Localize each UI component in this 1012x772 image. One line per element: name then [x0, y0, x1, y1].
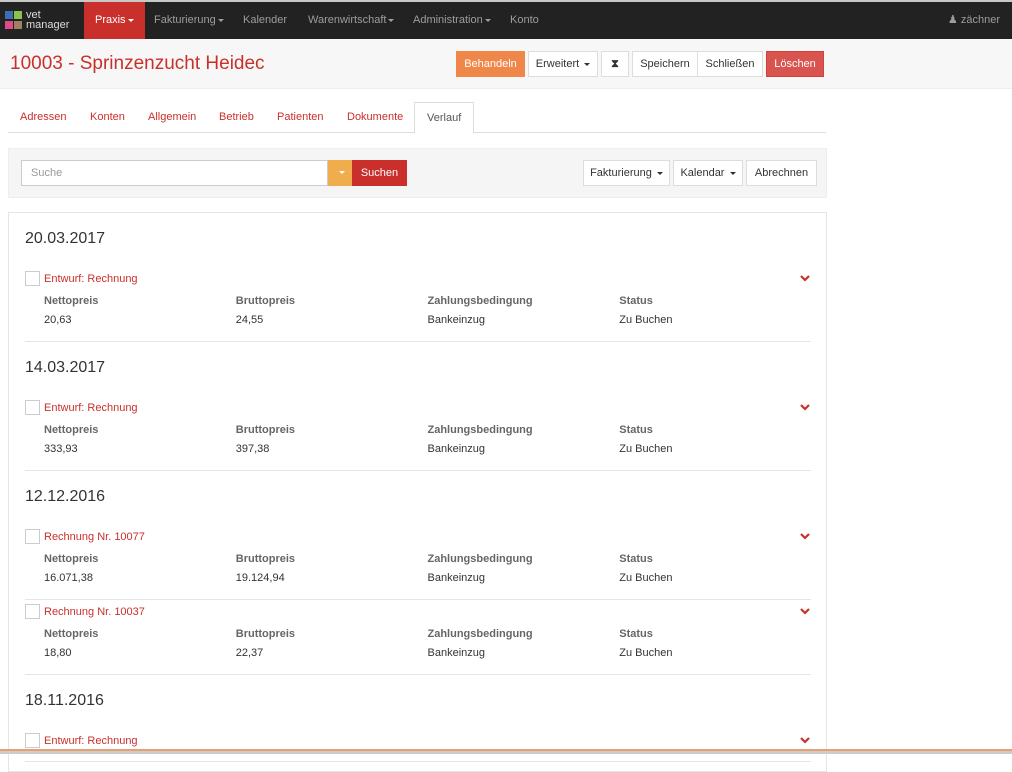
page-title: 10003 - Sprinzenzucht Heidec	[10, 53, 265, 74]
date-group: 14.03.2017 Entwurf: Rechnung Nettopreis 3…	[25, 355, 811, 471]
column-value: Zu Buchen	[619, 572, 673, 584]
column-label: Nettopreis	[44, 628, 99, 640]
top-navbar: vet manager Praxis Fakturierung Kalender War…	[0, 0, 1012, 39]
schliessen-button[interactable]: Schließen	[697, 51, 763, 77]
search-toolbar: Suchen Fakturierung Kalendar Abrechnen	[8, 148, 827, 198]
suchen-button[interactable]: Suchen	[352, 160, 407, 186]
column-value: 20,63	[44, 314, 72, 326]
nav-item-administration[interactable]: Administration	[402, 2, 502, 39]
column-value: 16.071,38	[44, 572, 93, 584]
column-value: 397,38	[235, 443, 270, 455]
tab-adressen[interactable]: Adressen	[20, 111, 67, 123]
date-group: 20.03.2017 Entwurf: Rechnung Nettopreis 2…	[25, 226, 811, 342]
entry-title-link[interactable]: Entwurf: Rechnung	[44, 735, 138, 747]
entry-checkbox[interactable]	[25, 400, 40, 415]
chevron-down-icon[interactable]	[799, 530, 811, 542]
history-entry: Entwurf: Rechnung Nettopreis 20,63 Bruttop…	[25, 267, 811, 342]
caret-down-icon	[484, 18, 491, 22]
history-entry: Rechnung Nr. 10037 Nettopreis 18,80 Brutto…	[25, 600, 811, 675]
entry-title-link[interactable]: Rechnung Nr. 10037	[44, 606, 145, 618]
column-value: 333,93	[44, 443, 78, 455]
entry-title-link[interactable]: Rechnung Nr. 10077	[44, 531, 145, 543]
nav-item-konto[interactable]: Konto	[510, 14, 539, 26]
kalendar-dropdown[interactable]: Kalendar	[673, 160, 743, 186]
column-value: Bankeinzug	[427, 443, 486, 455]
hourglass-icon[interactable]: ⧗	[601, 51, 629, 77]
date-heading: 12.12.2016	[25, 488, 106, 505]
entry-title-link[interactable]: Entwurf: Rechnung	[44, 273, 138, 285]
chevron-down-icon[interactable]	[799, 272, 811, 284]
user-icon: ♟	[947, 14, 958, 26]
tab-allgemein[interactable]: Allgemein	[148, 111, 197, 123]
history-entry: Entwurf: Rechnung Nettopreis 333,93 Brutto…	[25, 396, 811, 471]
column-value: 22,37	[235, 647, 264, 659]
column-value: Bankeinzug	[427, 314, 486, 326]
tab-bar: Adressen Konten Allgemein Betrieb Patienten D…	[8, 102, 826, 134]
column-label: Bruttopreis	[235, 424, 296, 436]
loeschen-button[interactable]: Löschen	[766, 51, 824, 77]
column-value: Bankeinzug	[427, 647, 486, 659]
vetmanager-logo[interactable]: vet manager	[5, 10, 79, 32]
column-label: Zahlungsbedingung	[427, 553, 533, 565]
history-entry: Rechnung Nr. 10077 Nettopreis 16.071,38 Br…	[25, 525, 811, 600]
column-label: Bruttopreis	[235, 553, 296, 565]
column-label: Status	[619, 424, 653, 436]
erweitert-dropdown[interactable]: Erweitert	[528, 51, 598, 77]
column-value: 18,80	[44, 647, 72, 659]
tab-konten[interactable]: Konten	[90, 111, 125, 123]
tab-dokumente[interactable]: Dokumente	[347, 111, 404, 123]
column-value: Zu Buchen	[619, 647, 673, 659]
date-heading: 18.11.2016	[25, 692, 104, 709]
column-label: Nettopreis	[44, 553, 99, 565]
date-heading: 14.03.2017	[25, 359, 106, 376]
caret-down-icon	[388, 18, 395, 22]
column-label: Nettopreis	[44, 295, 99, 307]
column-label: Nettopreis	[44, 424, 99, 436]
column-label: Zahlungsbedingung	[427, 424, 533, 436]
nav-item-praxis[interactable]: Praxis	[84, 2, 145, 39]
column-label: Status	[619, 553, 653, 565]
tab-verlauf[interactable]: Verlauf	[414, 102, 475, 134]
caret-down-icon	[217, 18, 224, 22]
date-heading: 20.03.2017	[25, 230, 106, 247]
chevron-down-icon[interactable]	[799, 734, 811, 746]
search-options-dropdown[interactable]	[328, 160, 353, 186]
date-group: 12.12.2016 Rechnung Nr. 10077 Nettopreis…	[25, 484, 811, 675]
page-header: 10003 - Sprinzenzucht Heidec Behandeln E…	[0, 39, 1012, 89]
tab-patienten[interactable]: Patienten	[277, 111, 324, 123]
entry-checkbox[interactable]	[25, 271, 40, 286]
column-label: Status	[619, 295, 653, 307]
speichern-button[interactable]: Speichern	[632, 51, 698, 77]
column-value: Bankeinzug	[427, 572, 486, 584]
column-label: Bruttopreis	[235, 628, 296, 640]
nav-item-warenwirtschaft[interactable]: Warenwirtschaft	[297, 2, 405, 39]
caret-down-icon	[127, 18, 134, 22]
column-value: Zu Buchen	[619, 443, 673, 455]
column-label: Bruttopreis	[235, 295, 296, 307]
user-menu[interactable]: ♟ zächner	[948, 2, 1000, 39]
column-label: Status	[619, 628, 653, 640]
behandeln-button[interactable]: Behandeln	[456, 51, 525, 77]
history-entry: Entwurf: Rechnung	[25, 729, 811, 762]
tab-betrieb[interactable]: Betrieb	[219, 111, 254, 123]
column-value: Zu Buchen	[619, 314, 673, 326]
entry-checkbox[interactable]	[25, 604, 40, 619]
chevron-down-icon[interactable]	[799, 401, 811, 413]
column-label: Zahlungsbedingung	[427, 628, 533, 640]
horizontal-scrollbar[interactable]	[0, 749, 1012, 754]
column-value: 24,55	[235, 314, 264, 326]
entry-title-link[interactable]: Entwurf: Rechnung	[44, 402, 138, 414]
nav-item-fakturierung[interactable]: Fakturierung	[143, 2, 235, 39]
history-panel: 20.03.2017 Entwurf: Rechnung Nettopreis 2…	[8, 212, 827, 772]
abrechnen-button[interactable]: Abrechnen	[746, 160, 817, 186]
user-name: zächner	[960, 14, 1000, 26]
column-value: 19.124,94	[235, 572, 285, 584]
fakturierung-dropdown[interactable]: Fakturierung	[583, 160, 670, 186]
column-label: Zahlungsbedingung	[427, 295, 533, 307]
nav-item-kalender[interactable]: Kalender	[243, 14, 288, 26]
entry-checkbox[interactable]	[25, 733, 40, 748]
entry-checkbox[interactable]	[25, 529, 40, 544]
chevron-down-icon[interactable]	[799, 605, 811, 617]
search-input[interactable]	[21, 160, 328, 186]
